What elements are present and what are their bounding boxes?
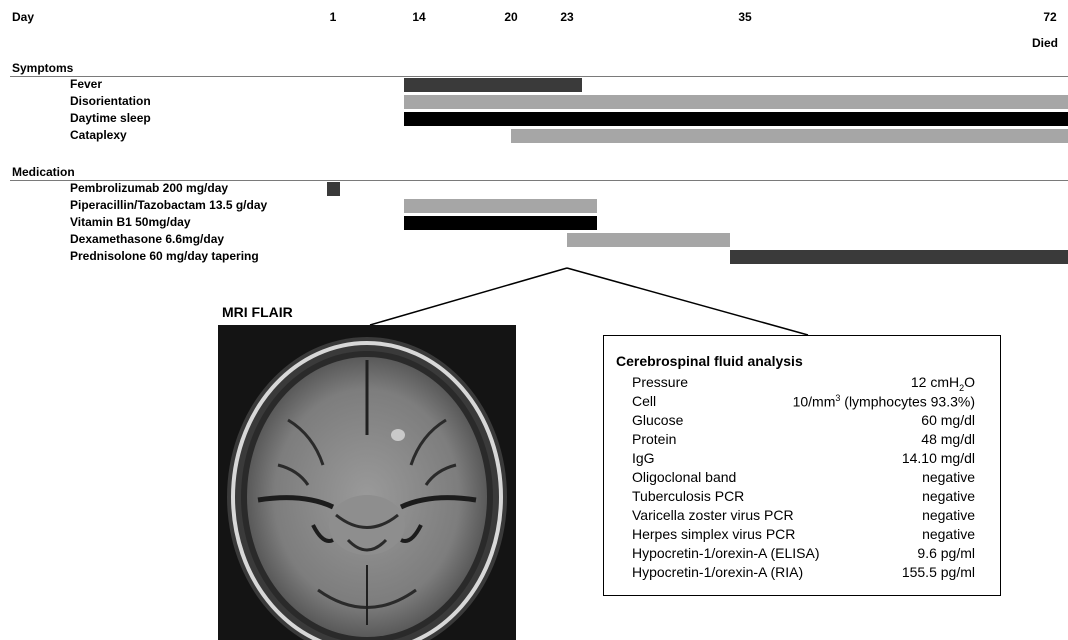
medication-label: Vitamin B1 50mg/day xyxy=(70,215,191,229)
csf-label: Varicella zoster virus PCR xyxy=(632,507,794,523)
csf-row: IgG 14.10 mg/dl xyxy=(632,450,975,468)
csf-label: Hypocretin-1/orexin-A (RIA) xyxy=(632,564,804,580)
medication-bar xyxy=(326,182,340,196)
mri-image xyxy=(218,325,516,640)
mri-title: MRI FLAIR xyxy=(222,304,293,320)
symptoms-section-title: Symptoms xyxy=(12,61,74,75)
csf-row-pressure: Pressure 12 cmH2O xyxy=(632,374,975,393)
medication-label: Pembrolizumab 200 mg/day xyxy=(70,181,229,195)
medication-bar xyxy=(730,250,1068,264)
symptom-bar xyxy=(404,112,1068,126)
csf-value: 155.5 pg/ml xyxy=(901,564,975,580)
csf-value: 48 mg/dl xyxy=(921,431,975,447)
csf-row: Tuberculosis PCR negative xyxy=(632,488,975,506)
day-axis-label: Day xyxy=(12,10,35,24)
csf-value: negative xyxy=(922,469,975,485)
csf-label: Protein xyxy=(632,431,677,447)
csf-label: Glucose xyxy=(632,412,684,428)
medication-section-title: Medication xyxy=(12,165,75,179)
csf-label: Oligoclonal band xyxy=(632,469,737,485)
csf-row: Oligoclonal band negative xyxy=(632,469,975,487)
symptom-label: Disorientation xyxy=(70,94,151,108)
csf-value: negative xyxy=(922,507,975,523)
symptom-bar xyxy=(404,78,582,92)
csf-row: Herpes simplex virus PCR negative xyxy=(632,526,975,544)
csf-row: Hypocretin-1/orexin-A (ELISA) 9.6 pg/ml xyxy=(632,545,975,563)
symptoms-divider xyxy=(10,76,1068,77)
csf-row: Glucose 60 mg/dl xyxy=(632,412,975,430)
symptom-bar xyxy=(404,95,1068,109)
csf-label: Herpes simplex virus PCR xyxy=(632,526,796,542)
day-tick-1: 1 xyxy=(329,10,337,24)
csf-value: 14.10 mg/dl xyxy=(901,450,975,466)
medication-bar xyxy=(404,216,597,230)
symptom-label: Daytime sleep xyxy=(70,111,151,125)
csf-label: Hypocretin-1/orexin-A (ELISA) xyxy=(632,545,820,561)
day-tick-20: 20 xyxy=(504,10,518,24)
medication-label: Prednisolone 60 mg/day tapering xyxy=(70,249,259,263)
day-tick-35: 35 xyxy=(738,10,752,24)
csf-value: 9.6 pg/ml xyxy=(917,545,975,561)
csf-row: Protein 48 mg/dl xyxy=(632,431,975,449)
csf-value: 10/mm3 (lymphocytes 93.3%) xyxy=(792,393,975,410)
csf-row-cell: Cell 10/mm3 (lymphocytes 93.3%) xyxy=(632,393,975,411)
csf-value: negative xyxy=(922,488,975,504)
connector-line-csf xyxy=(566,267,809,336)
medication-bar xyxy=(404,199,597,213)
csf-label: Cell xyxy=(632,393,657,409)
csf-value: negative xyxy=(922,526,975,542)
symptom-label: Fever xyxy=(70,77,103,91)
csf-value: 12 cmH2O xyxy=(910,374,975,393)
day-tick-72: 72 xyxy=(1043,10,1057,24)
csf-row: Hypocretin-1/orexin-A (RIA) 155.5 pg/ml xyxy=(632,564,975,582)
csf-label: IgG xyxy=(632,450,655,466)
csf-value: 60 mg/dl xyxy=(921,412,975,428)
medication-label: Piperacillin/Tazobactam 13.5 g/day xyxy=(70,198,268,212)
csf-title: Cerebrospinal fluid analysis xyxy=(616,353,803,369)
brain-scan-graphic xyxy=(218,325,516,640)
connector-line-mri xyxy=(369,267,568,326)
day-tick-14: 14 xyxy=(412,10,426,24)
csf-label: Pressure xyxy=(632,374,689,390)
medication-divider xyxy=(10,180,1068,181)
medication-bar xyxy=(567,233,731,247)
day-tick-23: 23 xyxy=(560,10,574,24)
symptom-bar xyxy=(511,129,1068,143)
csf-row: Varicella zoster virus PCR negative xyxy=(632,507,975,525)
csf-analysis-panel: Cerebrospinal fluid analysis Pressure 12… xyxy=(603,335,1001,596)
symptom-label: Cataplexy xyxy=(70,128,127,142)
died-label: Died xyxy=(1032,36,1059,50)
csf-label: Tuberculosis PCR xyxy=(632,488,745,504)
medication-label: Dexamethasone 6.6mg/day xyxy=(70,232,225,246)
